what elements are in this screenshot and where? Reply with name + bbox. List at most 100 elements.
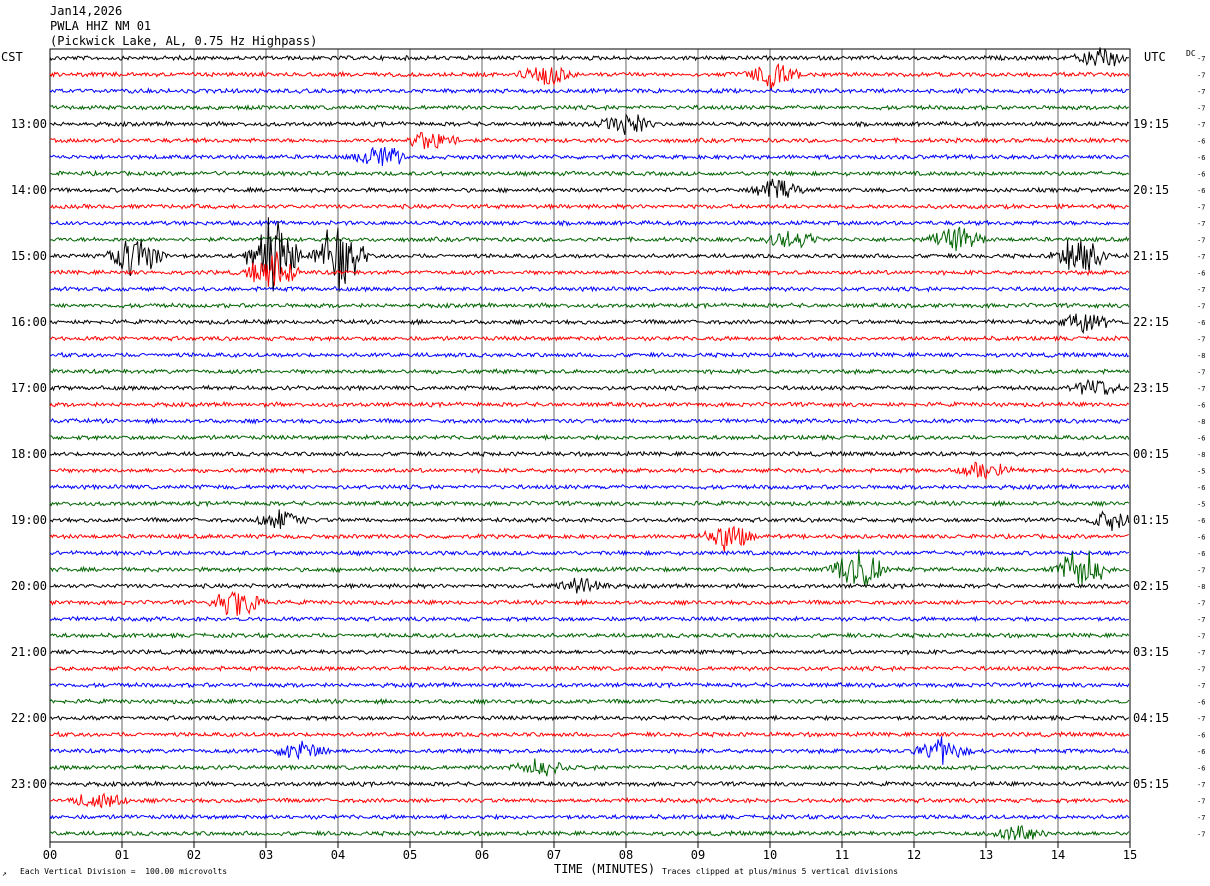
seismic-trace	[49, 450, 1129, 458]
x-tick-label: 01	[115, 848, 129, 862]
seismic-trace	[49, 178, 1130, 198]
right-time-label: 23:15	[1133, 381, 1169, 395]
dc-offset-label: -7	[1197, 55, 1205, 63]
dc-offset-label: -7	[1197, 72, 1205, 80]
dc-offset-label: -7	[1197, 798, 1205, 806]
dc-offset-label: -7	[1197, 385, 1205, 393]
left-time-label: 23:00	[11, 777, 47, 791]
seismic-trace	[49, 202, 1129, 211]
seismic-trace	[49, 367, 1130, 376]
seismic-trace	[49, 169, 1130, 178]
seismic-trace	[49, 499, 1130, 508]
right-time-label: 03:15	[1133, 645, 1169, 659]
dc-offset-label: -8	[1197, 352, 1205, 360]
dc-offset-label: -7	[1197, 204, 1205, 212]
seismic-trace	[50, 433, 1130, 442]
dc-offset-label: -7	[1197, 649, 1205, 657]
left-time-label: 18:00	[11, 447, 47, 461]
seismic-trace	[49, 758, 1129, 777]
seismic-trace	[49, 301, 1130, 310]
seismic-trace	[49, 736, 1129, 765]
x-tick-label: 12	[907, 848, 921, 862]
x-tick-label: 06	[475, 848, 489, 862]
x-tick-label: 10	[763, 848, 777, 862]
right-time-label: 21:15	[1133, 249, 1169, 263]
seismic-trace	[50, 112, 1130, 136]
x-tick-label: 11	[835, 848, 849, 862]
x-tick-label: 00	[43, 848, 57, 862]
dc-offset-label: -7	[1197, 831, 1205, 839]
right-axis-title: UTC	[1144, 50, 1166, 64]
x-tick-label: 07	[547, 848, 561, 862]
seismic-trace	[49, 483, 1130, 491]
right-time-label: 01:15	[1133, 513, 1169, 527]
right-time-label: 00:15	[1133, 447, 1169, 461]
seismic-trace	[49, 62, 1130, 91]
seismic-trace	[49, 87, 1129, 95]
x-tick-label: 02	[187, 848, 201, 862]
station-label: PWLA HHZ NM 01	[50, 19, 152, 33]
dc-offset-label: -6	[1197, 732, 1205, 740]
date-label: Jan14,2026	[50, 4, 123, 18]
dc-offset-label: -7	[1197, 303, 1205, 311]
seismic-trace	[49, 549, 1129, 587]
left-time-label: 21:00	[11, 645, 47, 659]
location-label: (Pickwick Lake, AL, 0.75 Hz Highpass)	[50, 34, 318, 48]
dc-offset-label: -7	[1197, 105, 1205, 113]
right-time-label: 05:15	[1133, 777, 1169, 791]
seismic-trace	[49, 664, 1130, 673]
dc-offset-label: -7	[1197, 814, 1205, 822]
dc-offset-label: -5	[1197, 501, 1205, 509]
left-time-label: 19:00	[11, 513, 47, 527]
seismic-trace	[49, 591, 1130, 616]
seismic-trace	[49, 351, 1130, 359]
seismic-trace	[49, 681, 1130, 689]
seismic-trace	[49, 714, 1130, 722]
dc-offset-label: -6	[1197, 270, 1205, 278]
plot-frame	[49, 48, 1131, 843]
seismic-trace	[49, 334, 1130, 343]
dc-offset-label: -7	[1197, 253, 1205, 261]
dc-offset-label: -5	[1197, 468, 1205, 476]
seismic-trace	[49, 631, 1130, 639]
seismic-trace	[49, 525, 1129, 552]
left-time-label: 15:00	[11, 249, 47, 263]
dc-offset-label: -6	[1197, 550, 1205, 558]
dc-offset-label: -7	[1197, 781, 1205, 789]
right-time-label: 20:15	[1133, 183, 1169, 197]
seismic-trace	[49, 226, 1130, 252]
left-time-label: 22:00	[11, 711, 47, 725]
seismic-trace	[49, 104, 1130, 112]
dc-offset-label: -7	[1197, 88, 1205, 96]
seismic-trace	[49, 146, 1130, 167]
dc-offset-label: -7	[1197, 567, 1205, 575]
seismic-trace	[49, 824, 1130, 842]
seismic-trace	[49, 697, 1130, 706]
dc-offset-label: -7	[1197, 600, 1205, 608]
right-time-label: 04:15	[1133, 711, 1169, 725]
x-tick-label: 14	[1051, 848, 1065, 862]
dc-offset-label: -6	[1197, 748, 1205, 756]
dc-offset-label: -7	[1197, 616, 1205, 624]
dc-offset-label: -7	[1197, 715, 1205, 723]
x-tick-label: 05	[403, 848, 417, 862]
seismic-trace	[50, 285, 1130, 293]
dc-offset-label: -6	[1197, 138, 1205, 146]
x-tick-label: 15	[1123, 848, 1137, 862]
x-tick-label: 09	[691, 848, 705, 862]
dc-offset-label: -6	[1197, 154, 1205, 162]
dc-offset-label: -6	[1197, 699, 1205, 707]
seismic-trace	[49, 313, 1129, 334]
seismic-trace	[49, 217, 1129, 292]
dc-offset-label: -7	[1197, 121, 1205, 129]
dc-offset-label: -7	[1197, 336, 1205, 344]
seismic-trace	[49, 813, 1130, 821]
seismic-trace	[49, 792, 1130, 809]
left-time-label: 14:00	[11, 183, 47, 197]
dc-offset-label: -7	[1197, 286, 1205, 294]
dc-offset-label: -6	[1197, 319, 1205, 327]
dc-offset-label: -6	[1197, 187, 1205, 195]
dc-offset-label: -8	[1197, 451, 1205, 459]
dc-offset-label: -7	[1197, 369, 1205, 377]
